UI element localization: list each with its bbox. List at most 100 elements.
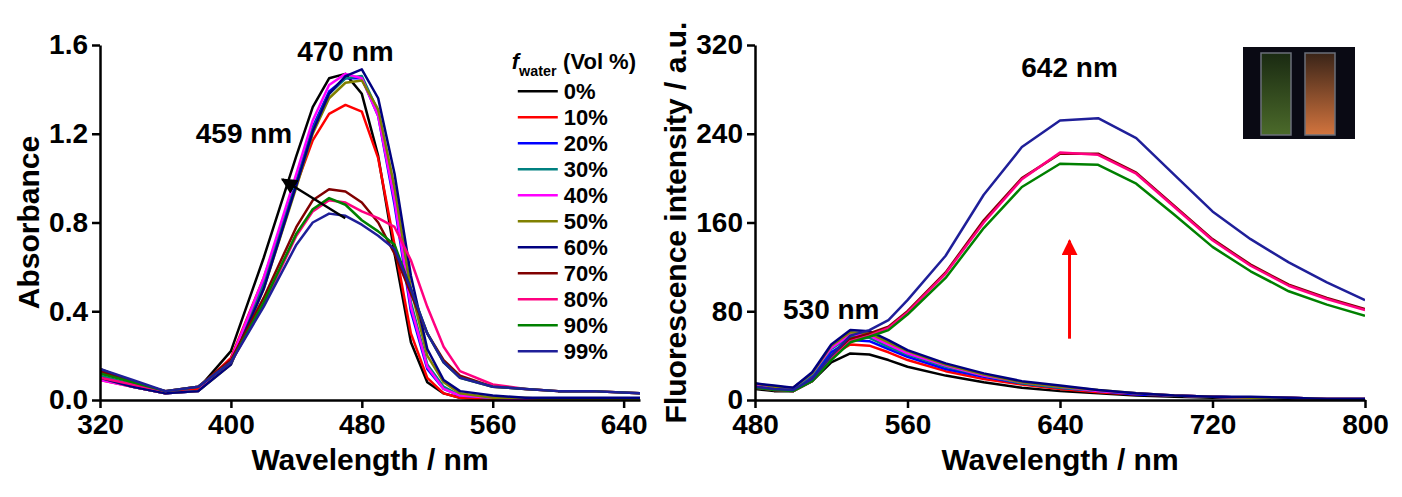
tick: 1.6 <box>49 29 100 60</box>
legend-label: 20% <box>564 131 608 156</box>
tick-label: 560 <box>470 409 517 440</box>
tick: 400 <box>208 400 255 440</box>
legend-entry: 90% <box>518 313 608 338</box>
legend: fwater(Vol %)0%10%20%30%40%50%60%70%80%9… <box>512 49 636 364</box>
legend-swatch <box>518 272 558 275</box>
tick-label: 0.0 <box>49 384 88 415</box>
y-axis-title: Fluorescence intensity / a.u. <box>659 22 692 424</box>
tick: 480 <box>339 400 386 440</box>
tick-mark <box>907 400 910 408</box>
tick-label: 800 <box>1342 409 1389 440</box>
spectrum-line <box>100 105 640 400</box>
spectrum-line <box>755 340 1365 399</box>
legend-swatch <box>518 116 558 119</box>
chart-root: 320 400 480 560 640 0.0 0.4 0.8 1.2 1.6 Wavelength… <box>0 0 1402 497</box>
tick-label: 720 <box>1190 409 1237 440</box>
y-axis: 080160240320 <box>696 29 755 415</box>
tick: 560 <box>885 400 932 440</box>
spectrum-line <box>755 353 1365 398</box>
y-axis: 0.0 0.4 0.8 1.2 1.6 <box>49 29 100 415</box>
tick-mark <box>92 133 100 136</box>
tick: 160 <box>696 207 755 238</box>
tick-label: 320 <box>696 29 743 60</box>
spectrum-line <box>100 81 640 401</box>
legend-swatch <box>518 220 558 223</box>
legend-entry: 60% <box>518 235 608 260</box>
legend-title-text: (Vol %) <box>563 49 636 74</box>
tick-mark <box>747 133 755 136</box>
axis-line <box>101 399 641 402</box>
tick-mark <box>230 400 233 408</box>
tick-mark <box>747 222 755 225</box>
tick-label: 0 <box>727 384 743 415</box>
legend-entry: 99% <box>518 339 608 364</box>
legend-label: 80% <box>564 287 608 312</box>
spectrum-line <box>755 154 1365 391</box>
tick-label: 0.4 <box>49 296 88 327</box>
plot-area <box>755 118 1365 399</box>
inset-background <box>1243 47 1355 139</box>
y-axis-title: Absorbance <box>12 136 45 309</box>
tick: 560 <box>470 400 517 440</box>
tick-label: 640 <box>1037 409 1084 440</box>
legend-entry: 0% <box>518 79 596 104</box>
tick: 240 <box>696 118 755 149</box>
annotation: 470 nm <box>297 36 394 67</box>
tick-label: 240 <box>696 118 743 149</box>
tick-label: 400 <box>208 409 255 440</box>
legend-entry: 10% <box>518 105 608 130</box>
legend-entry: 70% <box>518 261 608 286</box>
tick-mark <box>492 400 495 408</box>
inset-photo <box>1243 47 1355 139</box>
x-axis: 480560640720800 <box>732 400 1389 440</box>
legend-entry: 50% <box>518 209 608 234</box>
tick-label: 0.8 <box>49 207 88 238</box>
spectrum-line <box>100 200 640 393</box>
spectrum-line <box>100 69 640 397</box>
tick: 1.2 <box>49 118 100 149</box>
tick-mark <box>1212 400 1215 408</box>
legend-title-subscript: water <box>518 63 557 79</box>
tick-mark <box>92 222 100 225</box>
x-axis: 320400480560640 <box>77 400 647 440</box>
spectrum-line <box>100 74 640 400</box>
tick-mark <box>747 399 755 402</box>
legend-entry: 30% <box>518 157 608 182</box>
spectrum-line <box>755 118 1365 390</box>
tick-label: 160 <box>696 207 743 238</box>
tick-mark <box>92 399 100 402</box>
legend-entry: 20% <box>518 131 608 156</box>
tick-label: 480 <box>339 409 386 440</box>
legend-swatch <box>518 142 558 145</box>
panel: 480560640720800080160240320Wavelength / … <box>659 22 1389 476</box>
legend-label: 60% <box>564 235 608 260</box>
spectrum-line <box>755 153 1365 392</box>
tick-mark <box>1364 400 1367 408</box>
tick-mark <box>92 311 100 314</box>
x-axis-title: Wavelength / nm <box>941 443 1178 476</box>
annotation-arrow <box>282 179 345 218</box>
x-axis-title: Wavelength / nm <box>251 443 488 476</box>
tick-mark <box>747 311 755 314</box>
spectrum-line <box>100 76 640 400</box>
legend-swatch <box>518 90 558 93</box>
legend-label: 40% <box>564 183 608 208</box>
chart-svg: 320 400 480 560 640 0.0 0.4 0.8 1.2 1.6 Wavelength… <box>0 0 1402 497</box>
legend-swatch <box>518 324 558 327</box>
spectrum-line <box>100 214 640 394</box>
annotation-arrow <box>1068 241 1071 339</box>
tick: 0.8 <box>49 207 100 238</box>
tick-label: 1.2 <box>49 118 88 149</box>
annotation: 530 nm <box>783 294 880 325</box>
tick-mark <box>747 44 755 47</box>
tick-mark <box>1059 400 1062 408</box>
tick-label: 1.6 <box>49 29 88 60</box>
legend-swatch <box>518 194 558 197</box>
spectrum-line <box>755 164 1365 391</box>
tick-label: 560 <box>885 409 932 440</box>
spectrum-line <box>100 74 640 400</box>
tick-mark <box>623 400 626 408</box>
legend-label: 70% <box>564 261 608 286</box>
tick-mark <box>361 400 364 408</box>
plot-area <box>100 69 640 400</box>
